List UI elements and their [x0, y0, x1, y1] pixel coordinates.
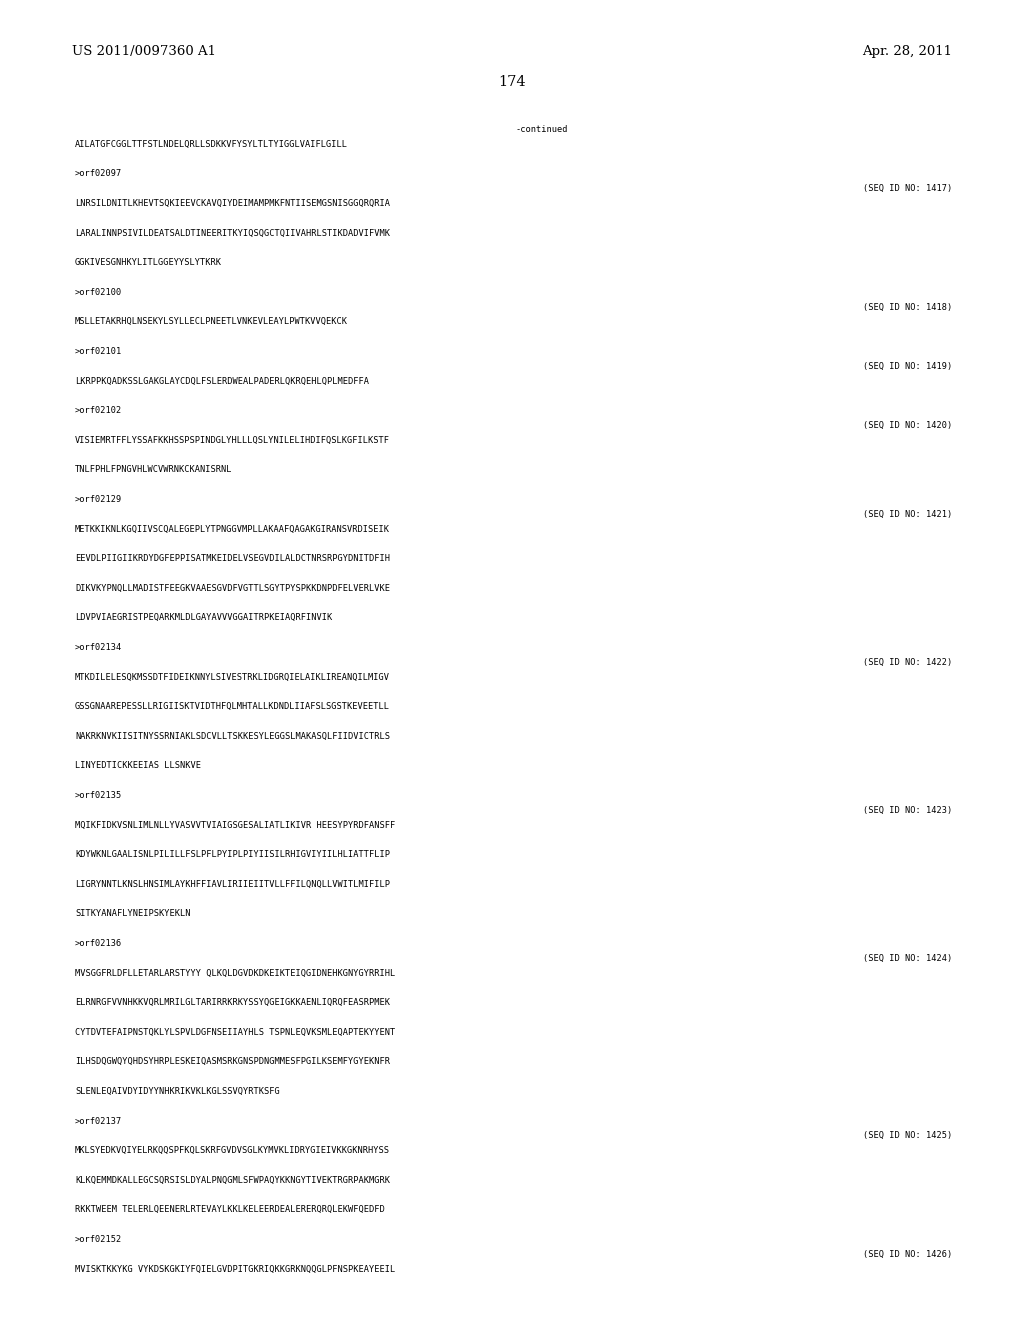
- Text: >orf02135: >orf02135: [75, 791, 122, 800]
- Text: DIKVKYPNQLLMADISTFEEGKVAAESGVDFVGTTLSGYTPYSPKKDNPDFELVERLVKE: DIKVKYPNQLLMADISTFEEGKVAAESGVDFVGTTLSGYT…: [75, 583, 390, 593]
- Text: (SEQ ID NO: 1424): (SEQ ID NO: 1424): [863, 954, 952, 962]
- Text: KDYWKNLGAALISNLPILILLFSLPFLPYIPLPIYIISILRHIGVIYIILHLIATTFLIP: KDYWKNLGAALISNLPILILLFSLPFLPYIPLPIYIISIL…: [75, 850, 390, 859]
- Text: >orf02101: >orf02101: [75, 347, 122, 356]
- Text: MSLLETAKRHQLNSEKYLSYLLECLPNEETLVNKEVLEAYLPWTKVVQEKCK: MSLLETAKRHQLNSEKYLSYLLECLPNEETLVNKEVLEAY…: [75, 317, 348, 326]
- Text: (SEQ ID NO: 1425): (SEQ ID NO: 1425): [863, 1131, 952, 1140]
- Text: ELRNRGFVVNHKKVQRLMRILGLTARIRRKRKYSSYQGEIGKKAENLIQRQFEASRPMEK: ELRNRGFVVNHKKVQRLMRILGLTARIRRKRKYSSYQGEI…: [75, 998, 390, 1007]
- Text: (SEQ ID NO: 1419): (SEQ ID NO: 1419): [863, 362, 952, 371]
- Text: (SEQ ID NO: 1421): (SEQ ID NO: 1421): [863, 510, 952, 519]
- Text: >orf02129: >orf02129: [75, 495, 122, 504]
- Text: LIGRYNNTLKNSLHNSIMLAYKHFFIAVLIRIIEIITVLLFFILQNQLLVWITLMIFILP: LIGRYNNTLKNSLHNSIMLAYKHFFIAVLIRIIEIITVLL…: [75, 880, 390, 888]
- Text: KLKQEMMDKALLEGCSQRSISLDYALPNQGMLSFWPAQYKKNGYTIVEKTRGRPAKMGRK: KLKQEMMDKALLEGCSQRSISLDYALPNQGMLSFWPAQYK…: [75, 1176, 390, 1185]
- Text: (SEQ ID NO: 1423): (SEQ ID NO: 1423): [863, 805, 952, 814]
- Text: MVISKTKKYKG VYKDSKGKIYFQIELGVDPITGKRIQKKGRKNQQGLPFNSPKEAYEEIL: MVISKTKKYKG VYKDSKGKIYFQIELGVDPITGKRIQKK…: [75, 1265, 395, 1274]
- Text: EEVDLPIIGIIKRDYDGFEPPISATMKEIDELVSEGVDILALDCTNRSRPGYDNITDFIH: EEVDLPIIGIIKRDYDGFEPPISATMKEIDELVSEGVDIL…: [75, 554, 390, 564]
- Text: MKLSYEDKVQIYELRKQQSPFKQLSKRFGVDVSGLKYMVKLIDRYGIEIVKKGKNRHYSS: MKLSYEDKVQIYELRKQQSPFKQLSKRFGVDVSGLKYMVK…: [75, 1146, 390, 1155]
- Text: METKKIKNLKGQIIVSCQALEGEPLYTPNGGVMPLLAKAAFQAGAKGIRANSVRDISEIK: METKKIKNLKGQIIVSCQALEGEPLYTPNGGVMPLLAKAA…: [75, 524, 390, 533]
- Text: (SEQ ID NO: 1422): (SEQ ID NO: 1422): [863, 657, 952, 667]
- Text: (SEQ ID NO: 1417): (SEQ ID NO: 1417): [863, 185, 952, 193]
- Text: AILATGFCGGLTTFSTLNDELQRLLSDKKVFYSYLTLTYIGGLVAIFLGILL: AILATGFCGGLTTFSTLNDELQRLLSDKKVFYSYLTLTYI…: [75, 140, 348, 149]
- Text: Apr. 28, 2011: Apr. 28, 2011: [862, 45, 952, 58]
- Text: SITKYANAFLYNEIPSKYEKLN: SITKYANAFLYNEIPSKYEKLN: [75, 909, 190, 919]
- Text: >orf02134: >orf02134: [75, 643, 122, 652]
- Text: LARALINNPSIVILDEATSALDTINEERITKYIQSQGCTQIIVAHRLSTIKDADVIFVMK: LARALINNPSIVILDEATSALDTINEERITKYIQSQGCTQ…: [75, 228, 390, 238]
- Text: GSSGNAAREPESSLLRIGIISKTVIDTHFQLMHTALLKDNDLIIAFSLSGSTKEVEETLL: GSSGNAAREPESSLLRIGIISKTVIDTHFQLMHTALLKDN…: [75, 702, 390, 711]
- Text: NAKRKNVKIISITNYSSRNIAKLSDCVLLTSKKESYLEGGSLMAKASQLFIIDVICTRLS: NAKRKNVKIISITNYSSRNIAKLSDCVLLTSKKESYLEGG…: [75, 731, 390, 741]
- Text: MTKDILELESQKMSSDTFIDEIKNNYLSIVESTRKLIDGRQIELAIKLIREANQILMIGV: MTKDILELESQKMSSDTFIDEIKNNYLSIVESTRKLIDGR…: [75, 673, 390, 681]
- Text: LNRSILDNITLKHEVTSQKIEEVCKAVQIYDEIMAMPMKFNTIISEMGSNISGGQRQRIA: LNRSILDNITLKHEVTSQKIEEVCKAVQIYDEIMAMPMKF…: [75, 199, 390, 209]
- Text: >orf02102: >orf02102: [75, 407, 122, 416]
- Text: RKKTWEEM TELERLQEENERLRTEVAYLKKLKELEERDEALERERQRQLEKWFQEDFD: RKKTWEEM TELERLQEENERLRTEVAYLKKLKELEERDE…: [75, 1205, 385, 1214]
- Text: 174: 174: [499, 75, 525, 88]
- Text: -continued: -continued: [516, 125, 568, 135]
- Text: >orf02100: >orf02100: [75, 288, 122, 297]
- Text: GGKIVESGNHKYLITLGGEYYSLYTKRK: GGKIVESGNHKYLITLGGEYYSLYTKRK: [75, 259, 222, 267]
- Text: (SEQ ID NO: 1420): (SEQ ID NO: 1420): [863, 421, 952, 430]
- Text: MQIKFIDKVSNLIMLNLLYVASVVTVIAIGSGESALIATLIKIVR HEESYPYRDFANSFF: MQIKFIDKVSNLIMLNLLYVASVVTVIAIGSGESALIATL…: [75, 821, 395, 829]
- Text: LKRPPKQADKSSLGAKGLAYCDQLFSLERDWEALPADERLQKRQEHLQPLMEDFFA: LKRPPKQADKSSLGAKGLAYCDQLFSLERDWEALPADERL…: [75, 376, 369, 385]
- Text: >orf02152: >orf02152: [75, 1236, 122, 1243]
- Text: (SEQ ID NO: 1418): (SEQ ID NO: 1418): [863, 302, 952, 312]
- Text: >orf02097: >orf02097: [75, 169, 122, 178]
- Text: CYTDVTEFAIPNSTQKLYLSPVLDGFNSEIIAYHLS TSPNLEQVKSMLEQAPTEKYYENT: CYTDVTEFAIPNSTQKLYLSPVLDGFNSEIIAYHLS TSP…: [75, 1028, 395, 1036]
- Text: SLENLEQAIVDYIDYYNHKRIKVKLKGLSSVQYRTKSFG: SLENLEQAIVDYIDYYNHKRIKVKLKGLSSVQYRTKSFG: [75, 1086, 280, 1096]
- Text: (SEQ ID NO: 1426): (SEQ ID NO: 1426): [863, 1250, 952, 1259]
- Text: >orf02136: >orf02136: [75, 939, 122, 948]
- Text: LDVPVIAEGRISTPEQARKMLDLGAYAVVVGGAITRPKEIAQRFINVIK: LDVPVIAEGRISTPEQARKMLDLGAYAVVVGGAITRPKEI…: [75, 614, 332, 623]
- Text: ILHSDQGWQYQHDSYHRPLESKEIQASMSRKGNSPDNGMMESFPGILKSEMFYGYEKNFR: ILHSDQGWQYQHDSYHRPLESKEIQASMSRKGNSPDNGMM…: [75, 1057, 390, 1067]
- Text: MVSGGFRLDFLLETARLARSTYYY QLKQLDGVDKDKEIKTEIQGIDNEHKGNYGYRRIHL: MVSGGFRLDFLLETARLARSTYYY QLKQLDGVDKDKEIK…: [75, 969, 395, 978]
- Text: >orf02137: >orf02137: [75, 1117, 122, 1126]
- Text: US 2011/0097360 A1: US 2011/0097360 A1: [72, 45, 216, 58]
- Text: TNLFPHLFPNGVHLWCVWRNKCKANISRNL: TNLFPHLFPNGVHLWCVWRNKCKANISRNL: [75, 466, 232, 474]
- Text: LINYEDTICKKEEIAS LLSNKVE: LINYEDTICKKEEIAS LLSNKVE: [75, 762, 201, 771]
- Text: VISIEMRTFFLYSSAFKKHSSPSPINDGLYHLLLQSLYNILELIHDIFQSLKGFILKSTF: VISIEMRTFFLYSSAFKKHSSPSPINDGLYHLLLQSLYNI…: [75, 436, 390, 445]
